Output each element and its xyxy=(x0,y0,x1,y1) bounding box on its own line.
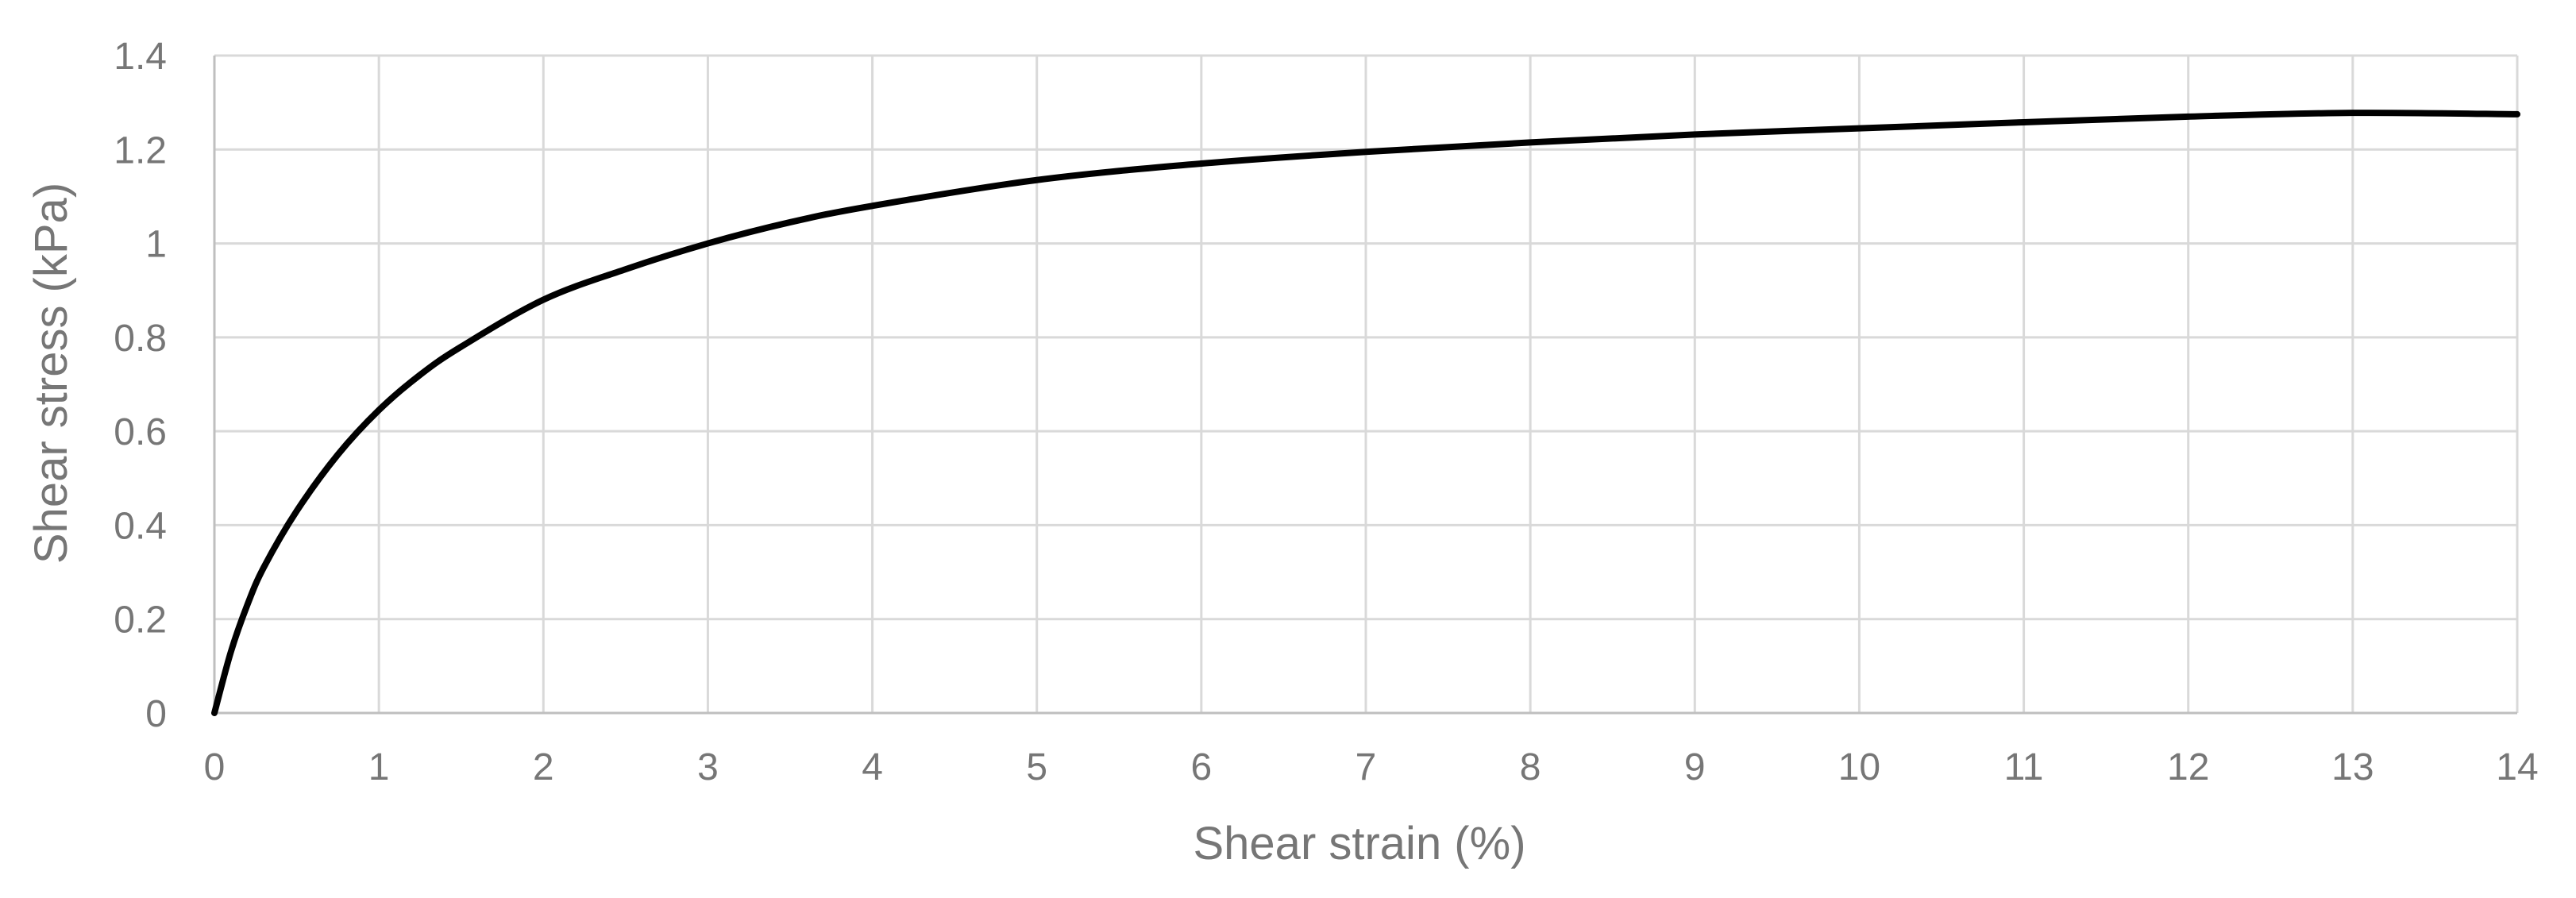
axes xyxy=(213,56,2517,715)
y-tick-label: 0.6 xyxy=(114,411,167,453)
x-tick-label: 12 xyxy=(2167,746,2209,788)
x-tick-label: 8 xyxy=(1520,746,1541,788)
x-tick-label: 5 xyxy=(1026,746,1047,788)
series-group xyxy=(211,110,2520,716)
x-tick-label: 1 xyxy=(368,746,390,788)
x-tick-label: 11 xyxy=(2004,746,2044,788)
y-tick-label: 1 xyxy=(145,224,167,266)
x-tick-label: 13 xyxy=(2331,746,2374,788)
x-tick-label: 0 xyxy=(204,746,226,788)
x-tick-label: 6 xyxy=(1191,746,1213,788)
y-tick-label: 0.4 xyxy=(114,505,167,547)
x-tick-label: 4 xyxy=(862,746,883,788)
x-axis-title: Shear strain (%) xyxy=(1193,818,1525,869)
x-tick-label: 10 xyxy=(1838,746,1880,788)
x-tick-label: 3 xyxy=(697,746,719,788)
y-tick-label: 0.8 xyxy=(114,318,167,360)
y-axis-title: Shear stress (kPa) xyxy=(25,183,77,564)
x-tick-label: 2 xyxy=(533,746,554,788)
y-tick-label: 0 xyxy=(145,693,167,735)
x-tick-label: 7 xyxy=(1355,746,1377,788)
shear-stress-curve xyxy=(211,110,2520,716)
y-tick-label: 1.2 xyxy=(114,129,167,172)
y-tick-label: 1.4 xyxy=(114,36,167,78)
y-tick-label: 0.2 xyxy=(114,599,167,642)
x-tick-label: 14 xyxy=(2496,746,2538,788)
x-tick-label: 9 xyxy=(1684,746,1706,788)
